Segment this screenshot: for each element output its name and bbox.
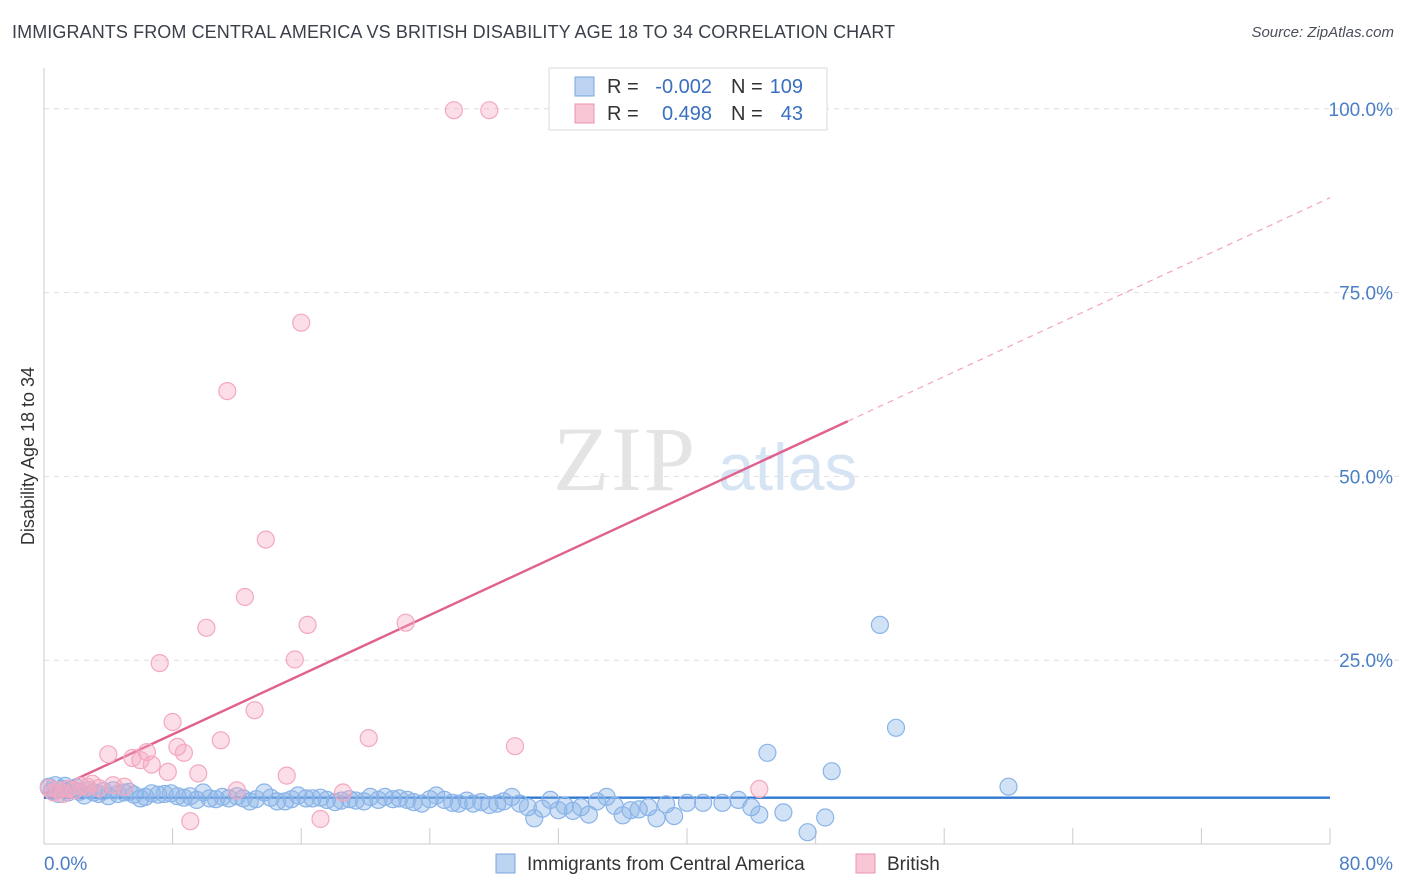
point-central-america-92 xyxy=(647,809,666,828)
point-british-33 xyxy=(292,313,311,332)
point-british-22 xyxy=(181,812,200,831)
point-british-26 xyxy=(218,382,237,401)
trend-extension-british xyxy=(847,197,1331,422)
point-central-america-101 xyxy=(758,743,777,762)
stats-legend: R = -0.002 N = 109 R = 0.498 N = 43 xyxy=(548,67,828,131)
point-british-21 xyxy=(174,743,193,762)
stats-r-label-1: R = xyxy=(607,76,639,98)
point-central-america-27 xyxy=(168,787,187,806)
point-british-25 xyxy=(211,731,230,750)
point-british-6 xyxy=(71,776,91,796)
bottom-legend-label-british: British xyxy=(887,854,940,875)
bottom-legend-swatch-british xyxy=(855,853,876,874)
bottom-legend: Immigrants from Central America British xyxy=(495,853,940,875)
point-british-28 xyxy=(235,587,254,607)
bottom-legend-swatch-central-america xyxy=(495,853,516,874)
stats-n-value-2: 43 xyxy=(781,103,803,125)
point-british-38 xyxy=(396,613,415,632)
point-british-42 xyxy=(750,779,769,799)
point-central-america-108 xyxy=(999,777,1018,796)
point-british-35 xyxy=(311,809,330,829)
watermark-zip: ZIP xyxy=(553,408,697,510)
point-british-31 xyxy=(277,766,296,785)
x-tick-label-max: 80.0% xyxy=(1339,854,1393,875)
point-central-america-94 xyxy=(664,806,684,826)
point-british-41 xyxy=(505,737,525,756)
point-central-america-95 xyxy=(677,793,697,812)
stats-r-label-2: R = xyxy=(607,103,639,125)
y-tick-label-50: 50.0% xyxy=(1339,467,1393,488)
point-british-18 xyxy=(158,762,177,782)
point-british-19 xyxy=(163,712,182,732)
point-central-america-17 xyxy=(108,784,128,804)
trend-lines xyxy=(43,197,1331,799)
stats-legend-swatch-central-america xyxy=(574,76,595,97)
point-central-america-76 xyxy=(518,798,538,817)
point-british-30 xyxy=(256,530,275,549)
bottom-legend-label-central-america: Immigrants from Central America xyxy=(527,854,805,875)
point-british-24 xyxy=(197,618,216,637)
point-central-america-107 xyxy=(886,718,906,737)
point-british-37 xyxy=(359,728,378,748)
point-british-23 xyxy=(189,764,208,783)
axes xyxy=(43,68,1331,845)
point-central-america-104 xyxy=(816,808,835,827)
y-tick-labels: 25.0% 50.0% 75.0% 100.0% xyxy=(1329,100,1394,672)
point-british-9 xyxy=(89,778,108,798)
point-british-34 xyxy=(298,615,317,635)
trend-line-british xyxy=(43,420,849,796)
gridlines xyxy=(44,108,1400,661)
point-central-america-97 xyxy=(713,793,732,812)
chart-source: Source: ZipAtlas.com xyxy=(1251,24,1394,41)
stats-n-label-2: N = xyxy=(731,103,763,125)
data-points xyxy=(39,101,1018,842)
y-tick-label-25: 25.0% xyxy=(1339,651,1393,672)
point-central-america-46 xyxy=(296,789,316,808)
point-british-36 xyxy=(333,783,353,802)
point-british-16 xyxy=(142,755,161,774)
y-axis-label: Disability Age 18 to 34 xyxy=(18,367,38,545)
point-central-america-103 xyxy=(798,823,817,842)
stats-n-value-1: 109 xyxy=(770,76,803,98)
point-central-america-66 xyxy=(443,793,462,812)
stats-n-label-1: N = xyxy=(731,76,763,98)
stats-r-value-1: -0.002 xyxy=(655,76,712,98)
point-central-america-52 xyxy=(340,790,359,809)
point-british-27 xyxy=(227,781,246,800)
point-central-america-24 xyxy=(149,785,168,804)
point-central-america-106 xyxy=(870,615,890,635)
point-british-17 xyxy=(150,653,169,673)
point-british-29 xyxy=(245,701,264,720)
point-central-america-100 xyxy=(750,805,769,824)
point-central-america-85 xyxy=(587,792,607,811)
point-british-10 xyxy=(99,745,118,764)
point-british-32 xyxy=(285,650,304,669)
watermark-atlas: atlas xyxy=(718,430,857,504)
point-british-12 xyxy=(115,777,134,796)
point-british-39 xyxy=(444,101,463,120)
point-british-40 xyxy=(480,101,499,120)
x-tick-label-min: 0.0% xyxy=(44,854,87,875)
point-central-america-84 xyxy=(579,805,599,824)
y-tick-label-75: 75.0% xyxy=(1339,284,1393,305)
chart-title: IMMIGRANTS FROM CENTRAL AMERICA VS BRITI… xyxy=(12,22,896,42)
point-central-america-105 xyxy=(822,762,841,781)
stats-r-value-2: 0.498 xyxy=(662,103,712,125)
stats-legend-swatch-british xyxy=(574,103,595,124)
point-central-america-58 xyxy=(383,790,402,809)
y-tick-label-100: 100.0% xyxy=(1329,100,1394,121)
point-central-america-23 xyxy=(142,784,161,803)
point-central-america-102 xyxy=(774,803,793,822)
point-central-america-96 xyxy=(693,793,713,812)
